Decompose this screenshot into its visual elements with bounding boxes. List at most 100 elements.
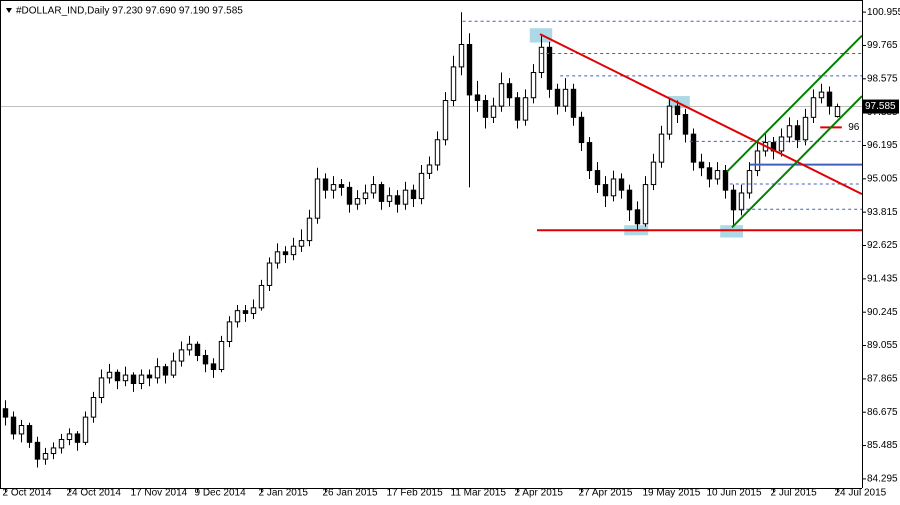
candle-body xyxy=(674,105,681,116)
candle-body xyxy=(498,83,505,107)
candle-body xyxy=(50,447,57,455)
candle-body xyxy=(18,425,25,435)
candle-body xyxy=(26,425,33,443)
price-label-box xyxy=(863,99,899,114)
y-tick-label: 91.435 xyxy=(867,273,898,284)
candle-body xyxy=(450,66,457,102)
x-tick-label: 2 Oct 2014 xyxy=(3,488,52,499)
y-tick-label: 87.865 xyxy=(867,374,898,385)
candle-body xyxy=(578,116,585,144)
candle-body xyxy=(626,189,633,211)
candle-body xyxy=(394,195,401,205)
candle-body xyxy=(74,433,81,443)
y-tick-label: 86.675 xyxy=(867,407,898,418)
candle-body xyxy=(714,170,721,180)
candle-body xyxy=(490,105,497,118)
y-tick-label: 85.485 xyxy=(867,440,898,451)
candle-body xyxy=(282,251,289,256)
candle-body xyxy=(634,209,641,225)
candle-body xyxy=(690,133,697,163)
x-tick-label: 24 Oct 2014 xyxy=(67,488,122,499)
candle-body xyxy=(98,377,105,399)
candle-body xyxy=(90,397,97,418)
candle-body xyxy=(202,354,209,365)
candle-body xyxy=(482,100,489,118)
candle-body xyxy=(570,88,577,118)
candle-body xyxy=(354,198,361,205)
x-tick-label: 10 Jun 2015 xyxy=(707,488,762,499)
candle-body xyxy=(418,172,425,200)
candle-body xyxy=(258,284,265,309)
candle-body xyxy=(658,133,665,163)
candle-body xyxy=(242,310,249,314)
candle-body xyxy=(738,192,745,211)
candle-body xyxy=(378,184,385,202)
candle-body xyxy=(522,97,529,121)
trend-line xyxy=(726,34,863,173)
y-tick-label: 89.055 xyxy=(867,340,898,351)
candle-body xyxy=(722,170,729,191)
chart-title: #DOLLAR_IND,Daily 97.230 97.690 97.190 9… xyxy=(16,6,243,17)
candle-body xyxy=(58,439,65,449)
candle-body xyxy=(234,310,241,323)
y-tick-label: 98.575 xyxy=(867,73,898,84)
candle-body xyxy=(426,164,433,174)
x-tick-label: 2 Jan 2015 xyxy=(259,488,309,499)
candle-body xyxy=(162,366,169,376)
candle-body xyxy=(114,371,121,382)
candle-body xyxy=(562,88,569,107)
candle-body xyxy=(138,374,145,384)
candle-body xyxy=(826,91,833,107)
candle-body xyxy=(250,307,257,314)
y-tick-label: 96.195 xyxy=(867,140,898,151)
candle-body xyxy=(538,46,545,74)
y-tick-label: 99.765 xyxy=(867,40,898,51)
candle-body xyxy=(730,189,737,211)
x-tick-label: 11 Mar 2015 xyxy=(451,488,507,499)
annotation: 96 xyxy=(848,122,860,133)
candle-body xyxy=(778,136,785,152)
y-tick-label: 95.005 xyxy=(867,173,898,184)
candle-body xyxy=(442,100,449,141)
candle-body xyxy=(154,366,161,379)
candle-body xyxy=(42,453,49,460)
candle-body xyxy=(530,72,537,99)
candle-body xyxy=(66,433,73,441)
drawings-front: 96 xyxy=(462,20,863,232)
candle-body xyxy=(322,178,329,191)
candle-body xyxy=(170,360,177,376)
candle-body xyxy=(650,161,657,186)
candle-body xyxy=(82,416,89,443)
candle-body xyxy=(178,349,185,362)
x-tick-label: 24 Jul 2015 xyxy=(835,488,887,499)
candle-body xyxy=(266,262,273,286)
candle-body xyxy=(274,251,281,264)
candle-body xyxy=(546,46,553,90)
symbol-icon xyxy=(6,8,12,13)
y-tick-label: 100.955 xyxy=(867,7,900,18)
candle-body xyxy=(122,374,129,382)
candle-body xyxy=(402,189,409,205)
candle-body xyxy=(218,340,225,370)
candle-body xyxy=(338,184,345,188)
candle-body xyxy=(810,97,817,118)
candle-body xyxy=(226,321,233,342)
trend-line xyxy=(731,95,863,229)
candles xyxy=(2,12,841,468)
candle-body xyxy=(586,142,593,172)
candle-body xyxy=(642,184,649,225)
x-tick-label: 2 Jul 2015 xyxy=(771,488,818,499)
candle-body xyxy=(314,178,321,219)
candle-body xyxy=(34,441,41,460)
candle-body xyxy=(682,114,689,135)
highlight-box xyxy=(720,225,743,238)
candle-body xyxy=(346,186,353,205)
candle-body xyxy=(186,343,193,351)
candle-body xyxy=(466,43,473,96)
x-tick-label: 27 Apr 2015 xyxy=(579,488,633,499)
candle-body xyxy=(146,374,153,379)
candle-body xyxy=(818,91,825,99)
